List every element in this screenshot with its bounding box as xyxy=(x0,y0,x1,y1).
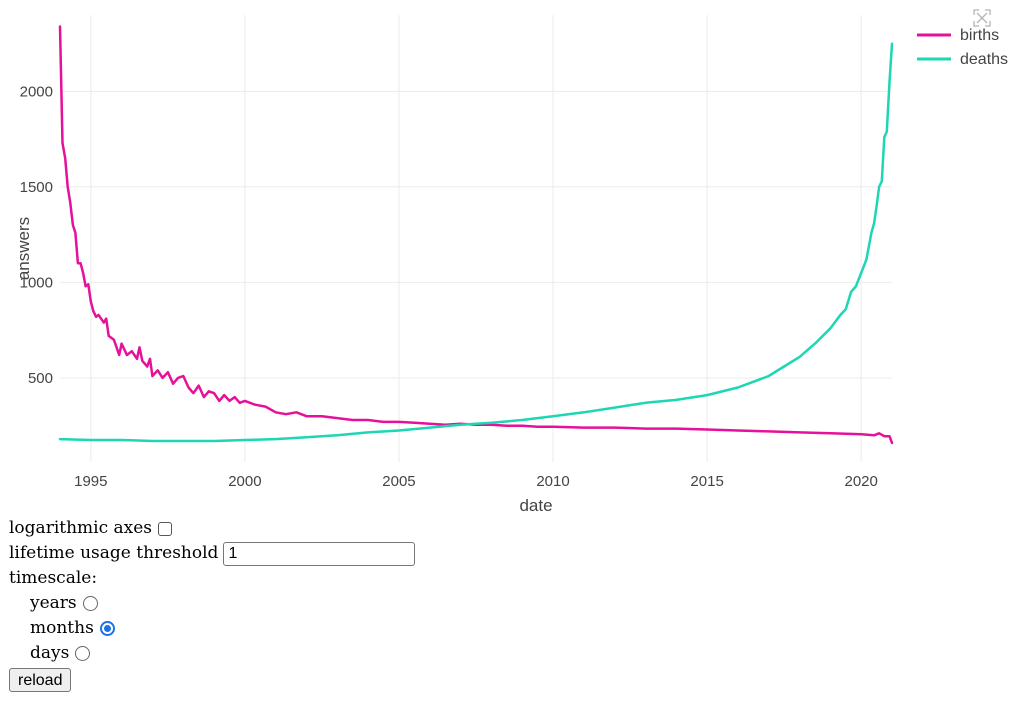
x-tick-label: 2005 xyxy=(382,473,415,490)
x-tick-label: 1995 xyxy=(74,473,107,490)
x-tick-label: 2020 xyxy=(844,473,877,490)
y-tick-label: 2000 xyxy=(20,83,53,100)
x-axis-title: date xyxy=(519,496,552,515)
timescale-row: timescale: xyxy=(9,566,609,591)
legend[interactable]: births deaths xyxy=(917,27,1008,68)
x-tick-label: 2010 xyxy=(536,473,569,490)
grid-lines xyxy=(60,15,892,462)
timescale-option-label: years xyxy=(30,593,77,613)
legend-label: births xyxy=(960,27,999,44)
threshold-input[interactable]: 1 xyxy=(223,541,416,566)
y-tick-label: 1500 xyxy=(20,179,53,196)
x-tick-label: 2015 xyxy=(690,473,723,490)
series-line-births xyxy=(58,25,894,445)
log-axes-checkbox[interactable] xyxy=(158,521,173,536)
years-radio[interactable] xyxy=(82,596,98,611)
controls-panel: logarithmic axes lifetime usage threshol… xyxy=(9,516,609,692)
timescale-label: timescale: xyxy=(9,568,98,588)
threshold-label: lifetime usage threshold xyxy=(9,543,219,563)
timescale-option-years[interactable]: years xyxy=(9,591,609,616)
y-tick-label: 500 xyxy=(28,370,53,387)
autoscale-icon[interactable] xyxy=(973,9,991,27)
days-radio[interactable] xyxy=(75,646,91,661)
legend-label: deaths xyxy=(960,51,1008,68)
y-axis-title: answers xyxy=(14,217,33,280)
timescale-option-days[interactable]: days xyxy=(9,641,609,666)
series-layer xyxy=(58,25,894,445)
months-radio[interactable] xyxy=(99,621,115,636)
threshold-row: lifetime usage threshold 1 xyxy=(9,541,609,566)
x-tick-label: 2000 xyxy=(228,473,261,490)
timescale-option-label: months xyxy=(30,618,94,638)
timescale-option-label: days xyxy=(30,643,70,663)
time-series-chart: 1995 2000 2005 2010 2015 2020 500 1000 1500 2000 d… xyxy=(14,9,1008,515)
log-axes-row: logarithmic axes xyxy=(9,516,609,541)
series-line-deaths xyxy=(58,42,894,443)
log-axes-label: logarithmic axes xyxy=(9,518,153,538)
axes: 1995 2000 2005 2010 2015 2020 500 1000 1500 2000 d… xyxy=(14,83,878,515)
timescale-option-months[interactable]: months xyxy=(9,616,609,641)
reload-button[interactable]: reload xyxy=(9,667,72,692)
reload-row: reload xyxy=(9,666,609,692)
y-tick-label: 1000 xyxy=(20,274,53,291)
